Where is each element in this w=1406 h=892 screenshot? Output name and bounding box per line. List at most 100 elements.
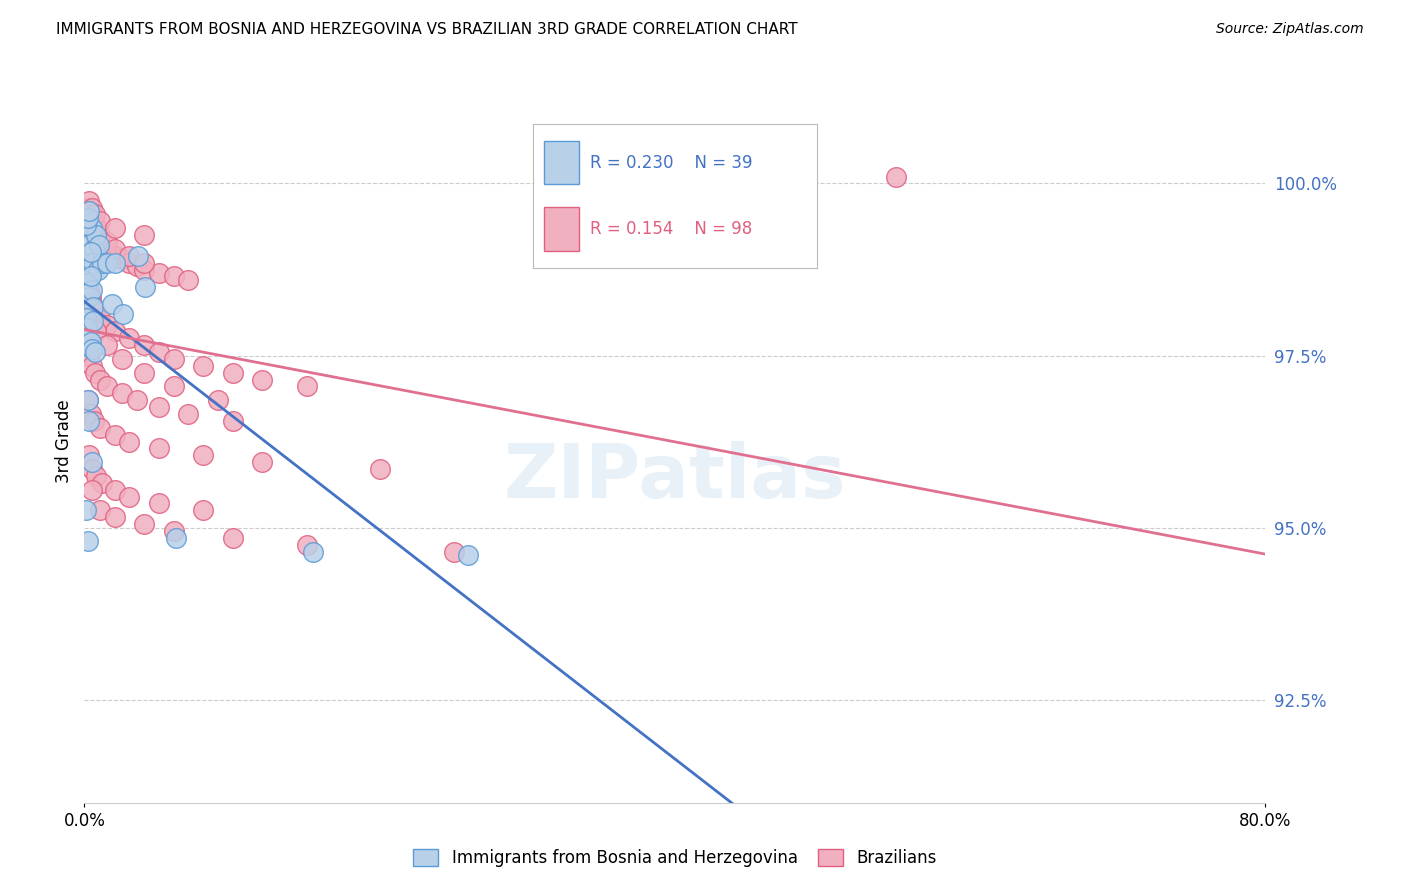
Point	[82, 301, 104, 315]
Point	[96, 255, 118, 269]
Point	[148, 442, 170, 456]
Point	[96, 245, 118, 260]
Point	[165, 531, 187, 545]
Point	[111, 386, 134, 401]
Point	[302, 544, 325, 558]
Point	[104, 483, 127, 497]
Point	[77, 204, 100, 219]
Point	[163, 379, 186, 393]
Point	[77, 414, 100, 428]
Point	[82, 314, 104, 328]
Point	[79, 334, 101, 349]
Point	[457, 548, 479, 562]
Point	[89, 214, 111, 228]
Point	[111, 351, 134, 366]
Point	[76, 277, 98, 291]
Point	[111, 252, 134, 267]
Text: ZIPatlas: ZIPatlas	[503, 442, 846, 514]
Point	[86, 325, 108, 339]
Point	[96, 318, 118, 332]
Point	[295, 538, 318, 552]
Point	[80, 342, 103, 356]
Point	[82, 455, 104, 469]
Point	[76, 393, 98, 408]
Point	[75, 310, 97, 325]
Point	[96, 235, 118, 249]
Point	[96, 338, 118, 352]
Point	[84, 207, 107, 221]
Point	[77, 393, 100, 408]
Point	[222, 366, 245, 380]
Point	[86, 221, 108, 235]
Point	[96, 379, 118, 393]
Point	[148, 345, 170, 359]
Point	[83, 414, 105, 428]
Point	[118, 249, 141, 263]
Point	[222, 414, 245, 428]
Point	[84, 218, 107, 232]
Point	[89, 421, 111, 435]
Text: IMMIGRANTS FROM BOSNIA AND HERZEGOVINA VS BRAZILIAN 3RD GRADE CORRELATION CHART: IMMIGRANTS FROM BOSNIA AND HERZEGOVINA V…	[56, 22, 797, 37]
Point	[77, 283, 100, 297]
Point	[79, 245, 101, 260]
Point	[118, 490, 141, 504]
Point	[84, 228, 107, 243]
Point	[87, 238, 111, 252]
Point	[252, 455, 274, 469]
Point	[77, 448, 100, 462]
Point	[295, 379, 318, 393]
Point	[370, 462, 392, 476]
Point	[80, 462, 103, 476]
Point	[100, 297, 122, 311]
Point	[75, 218, 97, 232]
Point	[134, 338, 156, 352]
Point	[118, 434, 141, 449]
Point	[86, 469, 108, 483]
Point	[84, 303, 107, 318]
Point	[104, 427, 127, 442]
Point	[177, 273, 200, 287]
Point	[148, 400, 170, 414]
Point	[193, 359, 215, 373]
Point	[80, 201, 103, 215]
Point	[86, 262, 108, 277]
Point	[77, 218, 100, 232]
Point	[83, 225, 105, 239]
Point	[77, 349, 100, 363]
Point	[89, 503, 111, 517]
Point	[163, 524, 186, 538]
Point	[104, 255, 127, 269]
Y-axis label: 3rd Grade: 3rd Grade	[55, 400, 73, 483]
Point	[252, 373, 274, 387]
Point	[443, 544, 465, 558]
Point	[79, 290, 101, 304]
Point	[76, 201, 98, 215]
Point	[134, 279, 156, 293]
Point	[104, 249, 127, 263]
Point	[148, 496, 170, 510]
Point	[193, 448, 215, 462]
Point	[125, 393, 148, 408]
Point	[134, 262, 156, 277]
Point	[84, 228, 107, 243]
Point	[193, 503, 215, 517]
Point	[80, 483, 103, 497]
Point	[104, 242, 127, 256]
Point	[125, 259, 148, 273]
Point	[84, 366, 107, 380]
Point	[79, 214, 101, 228]
Point	[118, 331, 141, 345]
Point	[87, 235, 110, 249]
Point	[77, 204, 100, 219]
Point	[80, 359, 103, 373]
Point	[75, 207, 97, 221]
Point	[86, 231, 108, 245]
Point	[77, 290, 100, 304]
Text: Source: ZipAtlas.com: Source: ZipAtlas.com	[1216, 22, 1364, 37]
Legend: Immigrants from Bosnia and Herzegovina, Brazilians: Immigrants from Bosnia and Herzegovina, …	[406, 842, 943, 874]
Point	[163, 269, 186, 284]
Point	[89, 373, 111, 387]
Point	[83, 345, 105, 359]
Point	[111, 307, 134, 321]
Point	[79, 262, 101, 277]
